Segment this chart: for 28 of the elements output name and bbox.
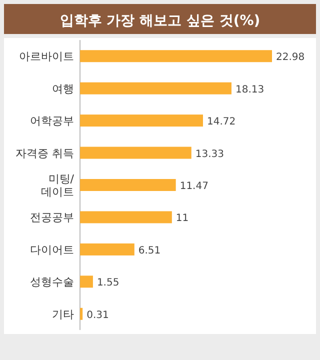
data-label: 11 — [176, 213, 189, 224]
y-tick-label: 성형수술 — [30, 276, 74, 289]
y-tick-label: 전공공부 — [30, 211, 74, 224]
bar — [80, 211, 172, 224]
y-tick-label: 자격증 취득 — [16, 146, 74, 160]
y-tick-label: 아르바이트 — [19, 50, 74, 64]
data-label: 1.55 — [96, 278, 120, 289]
y-tick-label: 다이어트 — [30, 243, 74, 256]
bar — [80, 276, 93, 288]
data-label: 18.13 — [235, 84, 264, 96]
bar — [80, 50, 272, 62]
y-tick-label: 여행 — [52, 82, 74, 96]
y-tick-label: 어학공부 — [30, 114, 74, 128]
data-label: 0.31 — [86, 310, 109, 321]
data-label: 14.72 — [206, 116, 236, 128]
bar — [80, 82, 232, 94]
bar — [80, 114, 203, 127]
data-label: 22.98 — [276, 52, 305, 64]
y-tick-label: 기타 — [52, 308, 74, 321]
bar — [80, 243, 134, 256]
chart-title: 입학후 가장 해보고 싶은 것(%) — [60, 13, 260, 29]
data-label: 11.47 — [180, 181, 208, 192]
bar — [80, 146, 192, 159]
data-label: 6.51 — [138, 245, 161, 256]
bar — [80, 308, 83, 320]
bar — [80, 179, 176, 191]
data-label: 13.33 — [195, 148, 224, 160]
y-tick-label: 미팅/데이트 — [41, 172, 74, 198]
